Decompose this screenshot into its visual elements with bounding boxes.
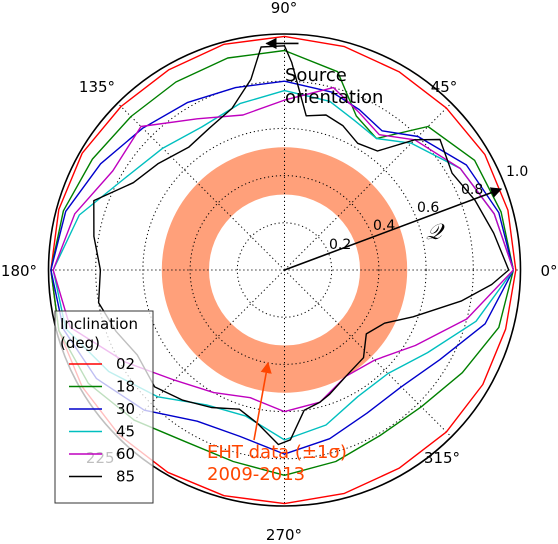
radial-grid-circle — [189, 175, 380, 365]
eht-data-arrow — [253, 361, 272, 441]
legend-box — [54, 310, 154, 504]
q-vector-arrow — [284, 187, 503, 271]
legend-entry-02: 02 — [116, 355, 135, 373]
angle-tick-label: 180° — [1, 262, 37, 280]
series-line-18 — [50, 49, 515, 476]
angle-tick-label: 270° — [266, 526, 302, 544]
angle-tick-label: 315° — [424, 449, 460, 467]
angular-grid-line — [117, 102, 285, 271]
eht-data-band-layer — [161, 147, 408, 393]
legend-entry-85: 85 — [116, 468, 135, 486]
radial-grid-circle — [142, 127, 427, 413]
angular-grid-line — [284, 269, 452, 438]
radial-grid-circle — [236, 222, 333, 318]
radial-tick-label: 0.6 — [417, 200, 439, 216]
eht-data-label: EHT data (±1σ) 2009-2013 — [207, 442, 347, 485]
angle-tick-label: 135° — [79, 78, 115, 96]
radial-tick-label: 0.8 — [461, 182, 483, 198]
legend-entry-30: 30 — [116, 400, 135, 418]
series-line-85 — [93, 45, 510, 446]
annotation-layer: Source orientation 𝒬 EHT data (±1σ) 2009-201… — [207, 37, 503, 485]
angle-tick-label: 0° — [540, 262, 557, 280]
series-layer — [47, 33, 522, 507]
legend-entry-60: 60 — [116, 445, 135, 463]
source-orientation-label: Source orientation — [285, 65, 383, 108]
angle-tick-label: 90° — [271, 0, 298, 17]
radial-tick-label: 1.0 — [506, 164, 528, 180]
series-line-30 — [50, 80, 515, 455]
legend-entry-45: 45 — [116, 423, 135, 441]
polar-frame — [47, 33, 522, 507]
radial-tick-label: 0.2 — [329, 237, 351, 253]
eht-data-band — [161, 147, 408, 393]
series-line-45 — [52, 89, 515, 441]
angle-tick-label: 45° — [431, 78, 458, 96]
angular-grid-line — [284, 102, 452, 271]
legend-title: Inclination (deg) — [60, 315, 138, 352]
q-label: 𝒬 — [426, 220, 445, 245]
legend: Inclination (deg) 02 18 30 45 60 85 — [54, 310, 154, 504]
legend-entry-18: 18 — [116, 378, 135, 396]
radial-tick-label: 0.4 — [373, 218, 395, 234]
